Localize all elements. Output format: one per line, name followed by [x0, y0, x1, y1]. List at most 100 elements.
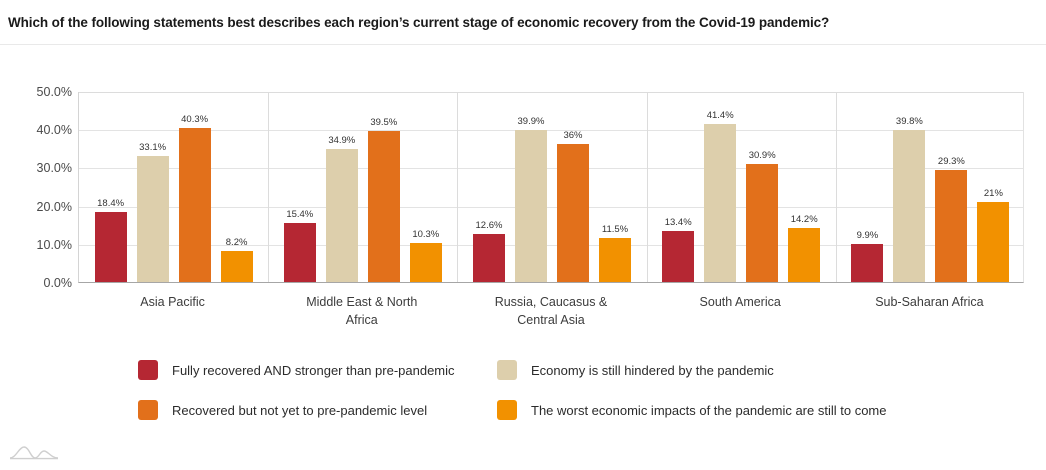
y-axis-tick-label: 0.0% [43, 276, 73, 290]
bar-slot: 14.2% [788, 92, 821, 282]
bar[interactable] [788, 227, 821, 282]
x-axis-category-label: Sub-Saharan Africa [835, 293, 1024, 311]
x-axis-category-line: South America [699, 295, 781, 309]
group-separator [268, 92, 270, 282]
x-axis-category-label: Asia Pacific [78, 293, 267, 311]
bar-chart: 50.0% 40.0% 30.0% 20.0% 10.0% 0.0% 18.4% 33.1% 4… [0, 56, 1046, 346]
legend-color-swatch [497, 400, 517, 420]
bar[interactable] [472, 233, 505, 282]
y-axis-tick-label: 20.0% [36, 199, 72, 214]
y-axis-tick-label: 30.0% [36, 161, 72, 176]
group-separator [646, 92, 648, 282]
y-axis-tick-label: 50.0% [36, 85, 72, 99]
bar[interactable] [325, 148, 358, 282]
bar-slot: 10.3% [409, 92, 442, 282]
bar-slot: 30.9% [746, 92, 779, 282]
gridline [79, 168, 1023, 170]
x-axis-category-label: Russia, Caucasus & Central Asia [456, 293, 645, 329]
x-axis-category-label: South America [646, 293, 835, 311]
legend-label: Economy is still hindered by the pandemi… [531, 362, 774, 378]
legend-color-swatch [497, 360, 517, 380]
bar[interactable] [704, 123, 737, 282]
bar-slot: 41.4% [704, 92, 737, 282]
bar-slot: 33.1% [136, 92, 169, 282]
legend-item[interactable]: Recovered but not yet to pre-pandemic le… [138, 400, 427, 420]
x-axis-category-line: Sub-Saharan Africa [875, 295, 984, 309]
bar[interactable] [977, 201, 1010, 282]
gridline [79, 92, 1023, 93]
bar-slot: 9.9% [851, 92, 884, 282]
x-axis-labels: Asia Pacific Middle East & North Africa Rus… [78, 285, 1024, 345]
bar-value-label: 39.5% [370, 117, 398, 129]
bar[interactable] [746, 163, 779, 282]
bar[interactable] [283, 223, 316, 282]
bar-value-label: 9.9% [856, 230, 879, 242]
title-divider [0, 44, 1046, 45]
bar[interactable] [598, 238, 631, 282]
x-axis-category-line: Middle East & North [306, 295, 418, 309]
bar-group: 15.4% 34.9% 39.5% 10.3% [268, 92, 457, 282]
legend-color-swatch [138, 360, 158, 380]
bar-slot: 39.5% [367, 92, 400, 282]
chart-legend: Fully recovered AND stronger than pre-pa… [0, 352, 1046, 432]
bar-slot: 13.4% [662, 92, 695, 282]
bar[interactable] [367, 131, 400, 282]
bar[interactable] [556, 144, 589, 282]
bar-value-label: 10.3% [412, 228, 440, 240]
bar[interactable] [851, 244, 884, 282]
bar[interactable] [935, 170, 968, 282]
x-axis-category-line: Russia, Caucasus & [494, 295, 608, 309]
bar[interactable] [220, 250, 253, 282]
x-axis-category-line: Asia Pacific [140, 295, 205, 309]
chart-title-bar: Which of the following statements best d… [0, 0, 1046, 44]
x-axis-category-line: Africa [345, 313, 378, 327]
bar-value-label: 36% [563, 130, 583, 142]
bar-group: 12.6% 39.9% 36% 11.5% [457, 92, 646, 282]
bar-value-label: 14.2% [790, 213, 818, 225]
legend-item[interactable]: The worst economic impacts of the pandem… [497, 400, 886, 420]
bar-slot: 8.2% [220, 92, 253, 282]
bar[interactable] [893, 129, 926, 282]
bar-slot: 15.4% [283, 92, 316, 282]
bar-slot: 36% [556, 92, 589, 282]
bar-value-label: 18.4% [97, 197, 125, 209]
bar-value-label: 40.3% [181, 114, 209, 126]
bar[interactable] [136, 155, 169, 282]
bar-value-label: 30.9% [748, 149, 776, 161]
bar-group: 18.4% 33.1% 40.3% 8.2% [79, 92, 268, 282]
bar-value-label: 39.8% [895, 115, 923, 127]
legend-item[interactable]: Fully recovered AND stronger than pre-pa… [138, 360, 455, 380]
bar-slot: 11.5% [598, 92, 631, 282]
bar-value-label: 34.9% [328, 134, 356, 146]
legend-label: Recovered but not yet to pre-pandemic le… [172, 402, 428, 418]
group-separator [457, 92, 459, 282]
gridline [79, 130, 1023, 132]
bar-slot: 18.4% [94, 92, 127, 282]
legend-color-swatch [138, 400, 158, 420]
bar[interactable] [514, 129, 547, 282]
page-title: Which of the following statements best d… [8, 14, 830, 30]
gridline [79, 244, 1023, 246]
group-separator [835, 92, 837, 282]
bar-slot: 12.6% [472, 92, 505, 282]
x-axis-category-label: Middle East & North Africa [267, 293, 456, 329]
bar-slot: 40.3% [178, 92, 211, 282]
bar-value-label: 21% [983, 187, 1003, 199]
bar-value-label: 11.5% [601, 224, 629, 236]
gridline [79, 206, 1023, 208]
bar-slot: 39.8% [893, 92, 926, 282]
bar-group: 13.4% 41.4% 30.9% 14.2% [647, 92, 836, 282]
bar[interactable] [409, 242, 442, 282]
legend-label: The worst economic impacts of the pandem… [531, 402, 887, 418]
bar[interactable] [94, 211, 127, 282]
bar[interactable] [178, 128, 211, 282]
bar-group: 9.9% 39.8% 29.3% 21% [836, 92, 1025, 282]
bar-value-label: 33.1% [139, 141, 167, 153]
bar-value-label: 12.6% [475, 219, 503, 231]
bar[interactable] [662, 230, 695, 282]
bar-value-label: 8.2% [225, 236, 248, 248]
bar-value-label: 41.4% [706, 109, 734, 121]
y-axis-tick-label: 10.0% [36, 237, 72, 252]
bar-value-label: 29.3% [937, 156, 965, 168]
legend-item[interactable]: Economy is still hindered by the pandemi… [497, 360, 774, 380]
